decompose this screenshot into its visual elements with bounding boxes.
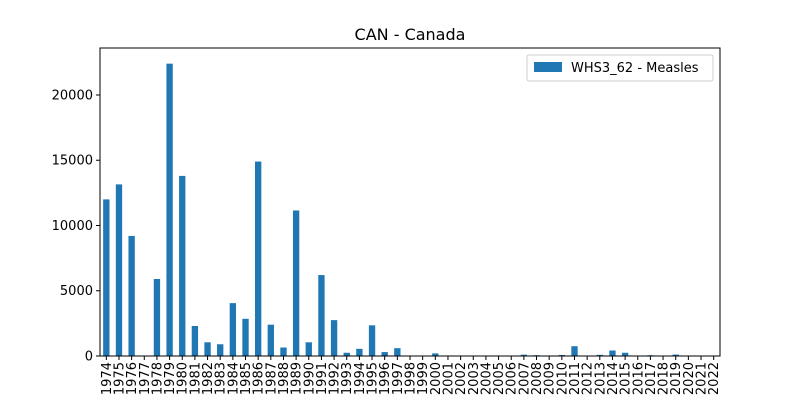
bar-2015 (621, 352, 629, 356)
bar-2013 (596, 354, 603, 356)
x-tick-label: 1974 (100, 362, 115, 395)
bar-1997 (394, 348, 401, 356)
x-tick-label: 2007 (517, 362, 532, 395)
x-tick-label: 1980 (176, 362, 191, 395)
x-tick-label: 2013 (593, 362, 608, 395)
x-tick-label: 1991 (315, 362, 330, 395)
bar-1983 (217, 344, 224, 356)
bar-2007 (520, 354, 528, 356)
y-tick-label: 15000 (52, 154, 93, 169)
y-tick-label: 0 (85, 350, 93, 365)
x-tick-label: 1993 (340, 362, 355, 395)
x-tick-label: 1978 (150, 362, 165, 395)
x-tick-label: 2006 (505, 362, 520, 395)
x-tick-label: 1994 (353, 362, 368, 395)
y-tick-label: 10000 (52, 219, 93, 234)
bar-1995 (368, 325, 376, 356)
x-tick-label: 2021 (695, 362, 710, 395)
x-tick-label: 2004 (479, 362, 494, 395)
bar-1994 (356, 348, 363, 356)
x-tick-label: 1975 (112, 362, 127, 395)
x-tick-label: 2002 (454, 362, 469, 395)
bar-1986 (255, 161, 262, 356)
x-tick-label: 2014 (606, 362, 621, 395)
bar-2014 (609, 350, 616, 356)
bar-1985 (242, 318, 249, 356)
bar-2011 (571, 346, 578, 356)
x-tick-label: 1987 (264, 362, 279, 395)
x-tick-label: 2016 (631, 362, 646, 395)
plot-frame (99, 47, 721, 357)
x-tick-label: 1982 (201, 362, 216, 395)
chart-title: CAN - Canada (355, 25, 466, 44)
x-tick-label: 2010 (555, 362, 570, 395)
legend-label: WHS3_62 - Measles (571, 61, 699, 76)
bar-1991 (318, 275, 325, 356)
bar-1981 (191, 325, 199, 356)
x-tick-label: 1988 (277, 362, 292, 395)
x-tick-label: 2001 (441, 362, 456, 395)
x-tick-label: 2005 (492, 362, 507, 395)
x-tick-label: 1976 (125, 362, 140, 395)
x-tick-label: 2018 (657, 362, 672, 395)
y-tick-label: 20000 (52, 88, 93, 103)
x-tick-label: 1981 (188, 362, 203, 395)
bar-1990 (305, 342, 312, 356)
legend-frame (526, 54, 714, 82)
bar-1987 (267, 324, 274, 356)
x-tick-label: 1983 (214, 362, 229, 395)
x-tick-label: 2015 (619, 362, 634, 395)
y-tick-label: 5000 (60, 284, 93, 299)
bar-1989 (292, 210, 300, 356)
bar-2019 (672, 354, 679, 356)
legend: WHS3_62 - Measles (526, 54, 714, 82)
x-tick-label: 2022 (707, 362, 722, 395)
x-tick-label: 2008 (530, 362, 545, 395)
x-tick-label: 1998 (404, 362, 419, 395)
bar-1982 (204, 342, 211, 356)
x-tick-label: 1995 (366, 362, 381, 395)
bar-1993 (343, 352, 350, 356)
x-tick-label: 1992 (328, 362, 343, 395)
x-tick-label: 1989 (290, 362, 305, 395)
ticks-layer: 0 5000 10000 15000 20000 19741975197619771978… (52, 88, 723, 395)
bar-1979 (166, 63, 173, 356)
x-tick-label: 1986 (252, 362, 267, 395)
x-tick-label: 1984 (226, 362, 241, 395)
x-tick-label: 2012 (581, 362, 596, 395)
x-tick-label: 1979 (163, 362, 178, 395)
bar-1976 (128, 235, 135, 356)
x-tick-label: 1985 (239, 362, 254, 395)
bars-layer (103, 63, 717, 356)
x-tick-label: 2009 (543, 362, 558, 395)
bar-1992 (330, 320, 338, 356)
bar-1974 (103, 199, 110, 356)
x-tick-label: 2011 (568, 362, 583, 395)
bar-2010 (558, 354, 565, 356)
x-tick-label: 2017 (644, 362, 659, 395)
legend-swatch (534, 62, 562, 72)
x-tick-label: 2003 (467, 362, 482, 395)
x-tick-label: 1977 (138, 362, 153, 395)
x-tick-label: 1999 (416, 362, 431, 395)
x-tick-label: 1997 (391, 362, 406, 395)
x-tick-label: 1990 (302, 362, 317, 395)
x-tick-label: 2000 (429, 362, 444, 395)
bar-2000 (432, 353, 439, 356)
bar-1984 (229, 303, 237, 356)
bar-1988 (280, 347, 287, 356)
x-tick-label: 2019 (669, 362, 684, 395)
axes-layer (99, 47, 721, 357)
x-tick-label: 1996 (378, 362, 393, 395)
bar-1996 (381, 352, 388, 356)
bar-1975 (115, 184, 123, 356)
bar-1980 (179, 175, 186, 356)
bar-1978 (153, 279, 161, 356)
x-tick-label: 2020 (682, 362, 697, 395)
